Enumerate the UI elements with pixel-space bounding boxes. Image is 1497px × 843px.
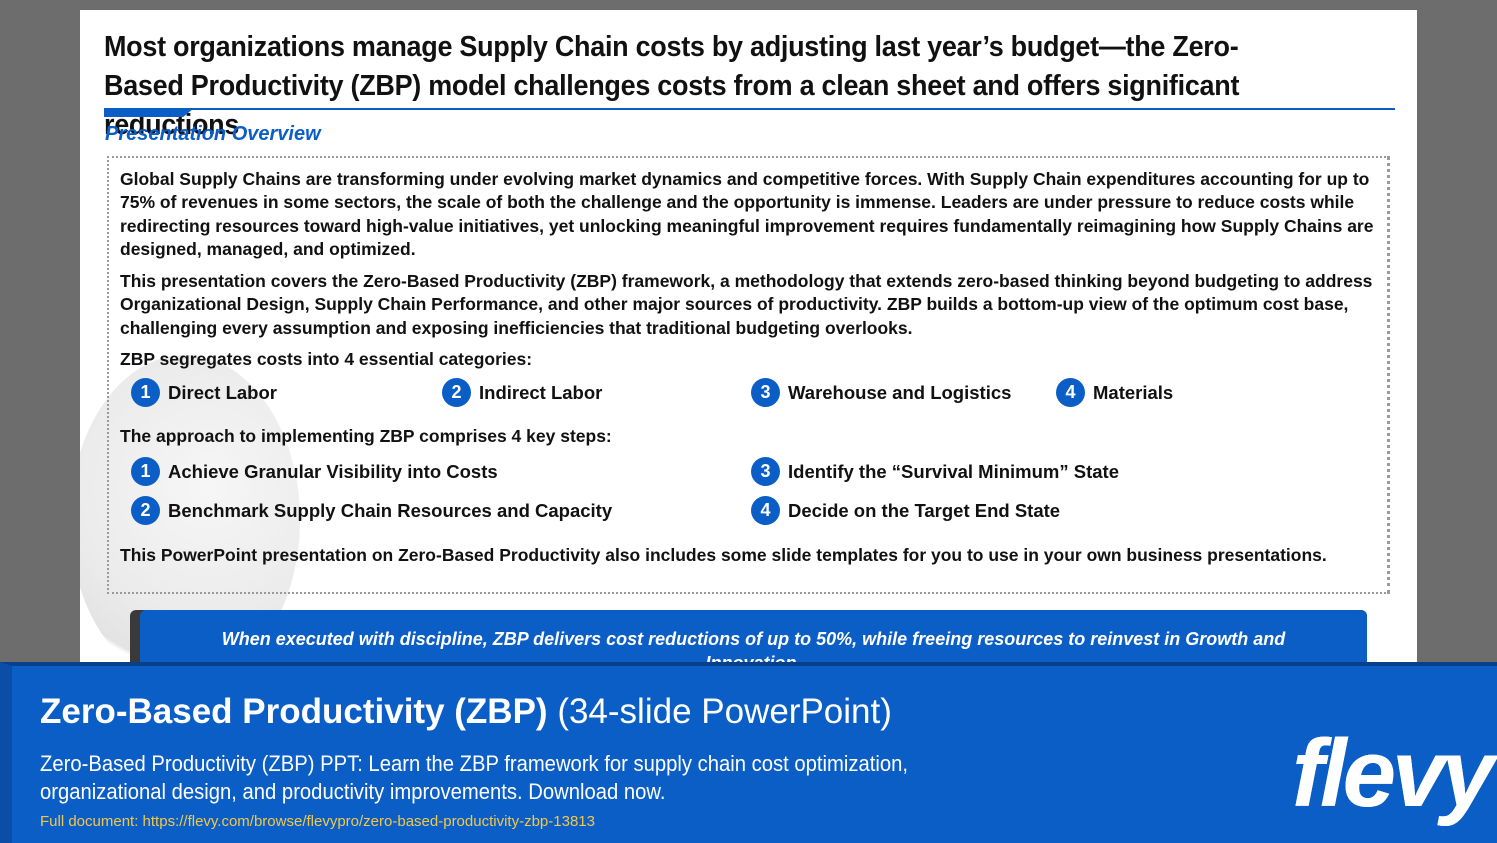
overview-box: [107, 156, 1390, 594]
slide-title: Most organizations manage Supply Chain c…: [104, 31, 1240, 141]
section-heading: Presentation Overview: [105, 123, 321, 145]
overview-paragraph-1: Global Supply Chains are transforming un…: [120, 169, 1374, 259]
category-number-badge: 3: [751, 378, 780, 407]
category-label: Direct Labor: [168, 381, 277, 403]
step-number-badge: 2: [131, 496, 160, 525]
step-item: 4 Decide on the Target End State: [751, 496, 1060, 525]
steps-intro: The approach to implementing ZBP compris…: [120, 426, 612, 446]
step-item: 1 Achieve Granular Visibility into Costs: [131, 457, 498, 486]
category-item: 4 Materials: [1056, 378, 1173, 407]
step-number-badge: 3: [751, 457, 780, 486]
categories-intro: ZBP segregates costs into 4 essential ca…: [120, 349, 533, 369]
step-label: Identify the “Survival Minimum” State: [788, 460, 1120, 482]
category-label: Indirect Labor: [479, 381, 603, 403]
flevy-logo[interactable]: flevy: [1292, 720, 1495, 827]
category-number-badge: 1: [131, 378, 160, 407]
banner-title: Zero-Based Productivity (ZBP) (34-slide …: [40, 692, 892, 732]
title-accent-tab: [104, 108, 194, 117]
category-label: Materials: [1093, 381, 1174, 403]
category-number-badge: 2: [442, 378, 471, 407]
overview-paragraph-2: This presentation covers the Zero-Based …: [120, 271, 1373, 338]
category-number-badge: 4: [1056, 378, 1085, 407]
step-item: 3 Identify the “Survival Minimum” State: [751, 457, 1119, 486]
banner-title-suffix: (34-slide PowerPoint): [557, 692, 892, 731]
product-banner: Zero-Based Productivity (ZBP) (34-slide …: [0, 662, 1497, 843]
category-item: 3 Warehouse and Logistics: [751, 378, 1011, 407]
closing-paragraph: This PowerPoint presentation on Zero-Bas…: [120, 545, 1327, 565]
step-label: Benchmark Supply Chain Resources and Cap…: [168, 499, 613, 521]
step-number-badge: 1: [131, 457, 160, 486]
category-label: Warehouse and Logistics: [788, 381, 1012, 403]
banner-title-main: Zero-Based Productivity (ZBP): [40, 692, 548, 731]
step-item: 2 Benchmark Supply Chain Resources and C…: [131, 496, 612, 525]
full-document-link[interactable]: Full document: https://flevy.com/browse/…: [40, 813, 595, 830]
category-item: 2 Indirect Labor: [442, 378, 602, 407]
callout-box: When executed with discipline, ZBP deliv…: [140, 610, 1367, 670]
category-item: 1 Direct Labor: [131, 378, 277, 407]
slide-preview: Most organizations manage Supply Chain c…: [80, 10, 1417, 670]
banner-description: Zero-Based Productivity (ZBP) PPT: Learn…: [40, 751, 909, 804]
step-number-badge: 4: [751, 496, 780, 525]
title-divider: [104, 108, 1395, 110]
step-label: Decide on the Target End State: [788, 499, 1061, 521]
step-label: Achieve Granular Visibility into Costs: [168, 460, 498, 482]
